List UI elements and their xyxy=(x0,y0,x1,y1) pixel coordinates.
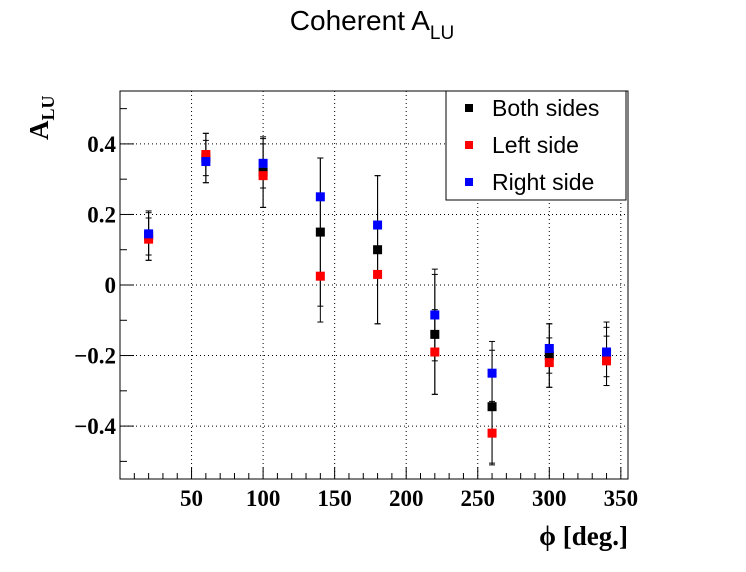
data-point xyxy=(373,269,383,279)
data-point xyxy=(544,351,554,361)
data-point xyxy=(602,347,612,357)
legend-label: Both sides xyxy=(492,95,599,121)
y-tick-label: 0 xyxy=(105,273,117,298)
data-point xyxy=(144,234,154,244)
legend: Both sides Left side Right side xyxy=(445,90,627,201)
data-markers xyxy=(144,149,612,438)
legend-box xyxy=(445,90,627,201)
legend-label: Right side xyxy=(492,169,594,195)
data-point xyxy=(544,343,554,353)
data-point xyxy=(430,329,440,339)
y-axis-label: ALU xyxy=(24,95,58,140)
axes: 50 100 150 200 250 300 350 0.4 0.2 0 −0.2 −0.4 xyxy=(74,90,639,511)
x-tick-label: 50 xyxy=(180,486,203,511)
data-point xyxy=(602,356,612,366)
chart-title: Coherent ALU xyxy=(290,5,454,44)
legend-label: Left side xyxy=(492,132,579,158)
y-tick-label: 0.2 xyxy=(87,202,116,227)
data-point xyxy=(373,220,383,230)
legend-marker xyxy=(465,141,473,149)
x-tick-label: 350 xyxy=(604,486,639,511)
data-point xyxy=(544,358,554,368)
data-point xyxy=(258,171,268,181)
data-point xyxy=(373,245,383,255)
data-point xyxy=(487,428,497,438)
data-point xyxy=(315,271,325,281)
data-point xyxy=(315,227,325,237)
x-tick-label: 200 xyxy=(389,486,424,511)
x-axis-label: ϕ [deg.] xyxy=(539,521,628,551)
data-point xyxy=(487,402,497,412)
y-axis-label-main: A xyxy=(24,120,54,140)
data-point xyxy=(201,157,211,167)
x-tick-label: 100 xyxy=(246,486,281,511)
legend-marker xyxy=(465,104,473,112)
data-point xyxy=(144,229,154,239)
y-tick-label: −0.4 xyxy=(74,414,116,439)
x-tick-label: 150 xyxy=(317,486,352,511)
y-axis-label-sub: LU xyxy=(38,95,58,120)
y-tick-label: −0.2 xyxy=(74,344,116,369)
data-point xyxy=(430,310,440,320)
x-tick-label: 250 xyxy=(460,486,495,511)
legend-marker xyxy=(465,178,473,186)
chart-title-sub: LU xyxy=(430,23,454,44)
data-point xyxy=(315,192,325,202)
data-point xyxy=(258,158,268,168)
data-point xyxy=(430,347,440,357)
data-point xyxy=(201,149,211,159)
y-tick-label: 0.4 xyxy=(87,132,116,157)
x-tick-label: 300 xyxy=(532,486,567,511)
chart-title-main: Coherent A xyxy=(290,5,430,36)
data-point xyxy=(487,368,497,378)
